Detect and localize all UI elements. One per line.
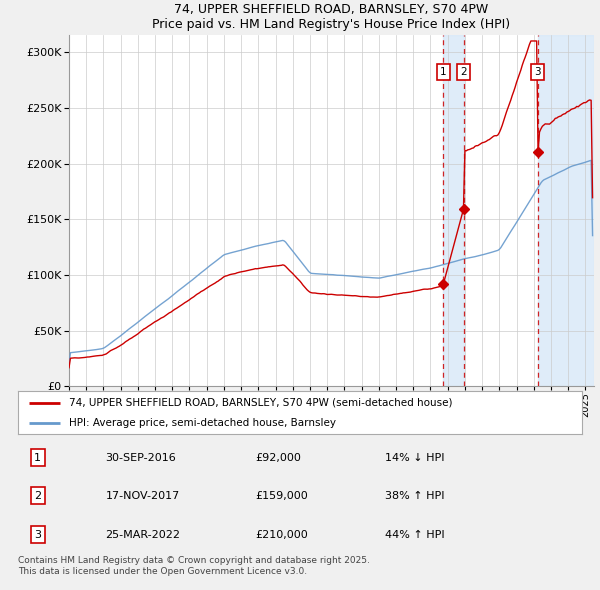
Text: 38% ↑ HPI: 38% ↑ HPI: [385, 491, 444, 500]
Text: 3: 3: [34, 530, 41, 539]
Text: HPI: Average price, semi-detached house, Barnsley: HPI: Average price, semi-detached house,…: [69, 418, 336, 428]
Text: Contains HM Land Registry data © Crown copyright and database right 2025.
This d: Contains HM Land Registry data © Crown c…: [18, 556, 370, 576]
Text: 25-MAR-2022: 25-MAR-2022: [106, 530, 181, 539]
Text: 44% ↑ HPI: 44% ↑ HPI: [385, 530, 444, 539]
Text: 2: 2: [460, 67, 467, 77]
Text: £92,000: £92,000: [255, 453, 301, 463]
Text: 1: 1: [440, 67, 446, 77]
Bar: [538, 35, 594, 386]
Bar: [443, 35, 464, 386]
Text: 2: 2: [34, 491, 41, 500]
Text: 3: 3: [535, 67, 541, 77]
Title: 74, UPPER SHEFFIELD ROAD, BARNSLEY, S70 4PW
Price paid vs. HM Land Registry's Ho: 74, UPPER SHEFFIELD ROAD, BARNSLEY, S70 …: [152, 4, 511, 31]
Text: 17-NOV-2017: 17-NOV-2017: [106, 491, 179, 500]
Text: 14% ↓ HPI: 14% ↓ HPI: [385, 453, 444, 463]
Text: £210,000: £210,000: [255, 530, 308, 539]
Text: 30-SEP-2016: 30-SEP-2016: [106, 453, 176, 463]
Text: 74, UPPER SHEFFIELD ROAD, BARNSLEY, S70 4PW (semi-detached house): 74, UPPER SHEFFIELD ROAD, BARNSLEY, S70 …: [69, 398, 452, 408]
Text: 1: 1: [34, 453, 41, 463]
Text: £159,000: £159,000: [255, 491, 308, 500]
